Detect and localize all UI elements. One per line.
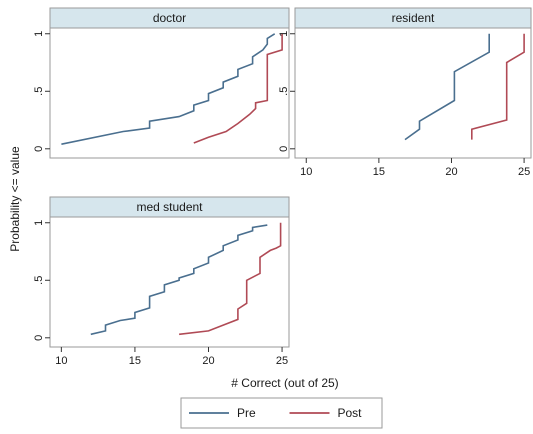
x-tick-label: 25 (518, 166, 530, 178)
y-tick-label: .5 (33, 87, 45, 96)
panel-title: doctor (153, 11, 186, 25)
x-tick-label: 10 (55, 355, 67, 367)
y-tick-label: .5 (278, 87, 290, 96)
x-tick-label: 15 (129, 355, 141, 367)
series-line-post-med-student (179, 222, 282, 336)
x-tick-label: 20 (445, 166, 457, 178)
x-axis-title: # Correct (out of 25) (231, 376, 338, 390)
y-tick-label: 1 (33, 31, 45, 37)
y-tick-label: 0 (33, 146, 45, 152)
panel-strip (49, 7, 290, 29)
series-line-post-doctor (193, 33, 283, 144)
legend: Pre Post (180, 397, 383, 429)
panel-doctor: doctor 0 .5 1 (33, 7, 290, 159)
legend-label-pre: Pre (237, 406, 256, 420)
x-tick-label: 25 (276, 355, 288, 367)
panel-strip (294, 7, 532, 29)
x-tick-label: 20 (202, 355, 214, 367)
panel-frame (294, 7, 532, 159)
x-tick-label: 15 (373, 166, 385, 178)
panel-strip (49, 196, 290, 218)
series-line-post-resident (471, 33, 525, 140)
series-line-pre-resident (404, 33, 490, 141)
series-line-pre-med-student (90, 224, 268, 336)
panel-title: resident (392, 11, 435, 25)
legend-label-post: Post (338, 406, 363, 420)
panel-med-student: med student 0 .5 1 10 15 20 25 (33, 196, 290, 367)
x-tick-label: 10 (300, 166, 312, 178)
panel-frame (49, 196, 290, 348)
y-tick-label: 1 (278, 31, 290, 37)
y-tick-label: 1 (33, 220, 45, 226)
series-line-pre-doctor (61, 33, 276, 145)
y-tick-label: 0 (278, 146, 290, 152)
y-axis-title: Probability <= value (8, 146, 22, 252)
y-tick-label: 0 (33, 335, 45, 341)
panel-frame (49, 7, 290, 159)
y-tick-label: .5 (33, 276, 45, 285)
panel-resident: resident 0 .5 1 10 15 20 25 (278, 7, 532, 178)
panel-title: med student (136, 200, 203, 214)
